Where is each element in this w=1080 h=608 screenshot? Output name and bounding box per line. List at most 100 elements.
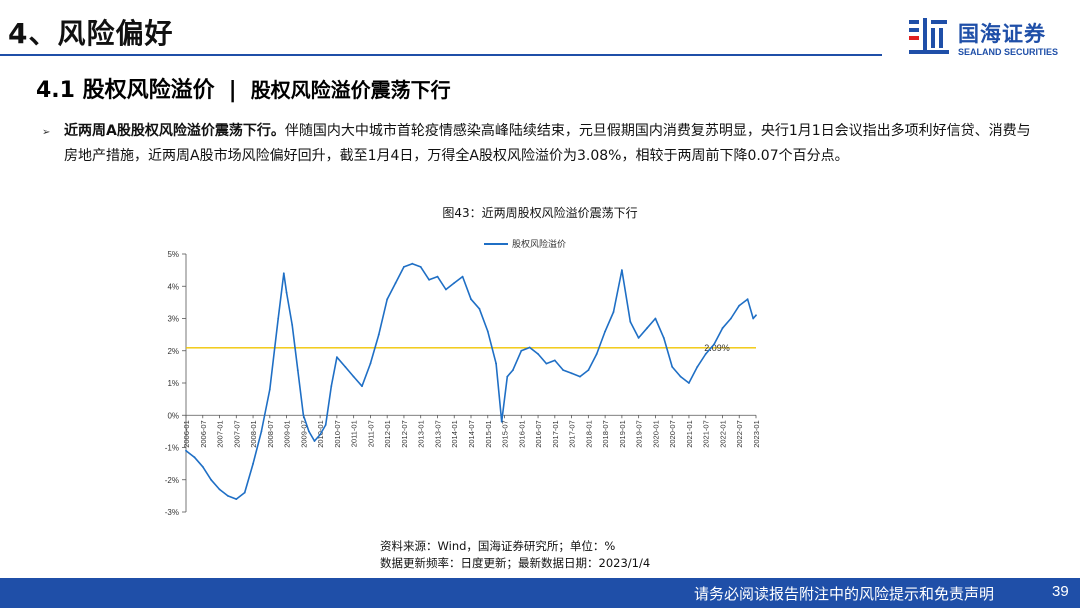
y-tick-label: 1% (167, 379, 179, 388)
series-point (520, 349, 523, 352)
legend: 股权风险溢价 (484, 238, 566, 250)
series-point (324, 424, 327, 426)
series-point (738, 304, 741, 307)
x-tick-label: 2018-01 (584, 420, 593, 448)
x-tick-label: 2017-07 (568, 420, 577, 448)
series-point (478, 307, 481, 310)
series-point (445, 288, 447, 291)
subtitle: 4.1 股权风险溢价 | 股权风险溢价震荡下行 (36, 72, 451, 104)
series-points (185, 262, 757, 500)
series-point (461, 275, 464, 278)
series-point (537, 353, 539, 355)
x-tick-label: 2022-07 (735, 420, 744, 448)
page-number: 39 (1052, 583, 1069, 600)
series-point (361, 385, 363, 388)
series-point (436, 275, 439, 278)
x-tick-label: 2010-07 (333, 420, 342, 448)
series-point (696, 366, 699, 368)
x-tick-label: 2022-01 (718, 420, 727, 448)
series-point (218, 488, 221, 491)
series-point (752, 317, 755, 320)
bullet-lead: 近两周A股股权风险溢价震荡下行。 (64, 123, 285, 139)
series-point (512, 369, 514, 371)
series-point (562, 369, 565, 371)
x-tick-label: 2015-07 (501, 420, 510, 448)
subtitle-number: 4.1 股权风险溢价 (36, 78, 215, 103)
y-tick-label: 5% (167, 250, 179, 259)
series-point (730, 317, 732, 320)
series-point (506, 375, 509, 378)
logo-english-name: SEALAND SECURITIES (958, 47, 1059, 57)
x-tick-label: 2013-07 (433, 420, 442, 448)
y-tick-label: 4% (167, 282, 179, 291)
series-point (252, 462, 254, 465)
series-point (260, 430, 263, 433)
series-point (500, 420, 503, 423)
series-point (612, 311, 615, 313)
footer-disclaimer: 请务必阅读报告附注中的风险提示和免责声明 (694, 585, 995, 603)
series-point (193, 456, 196, 459)
x-tick-label: 2009-01 (283, 420, 292, 448)
series-point (545, 362, 548, 365)
series-point (579, 375, 581, 378)
logo: 国海证券 SEALAND SECURITIES (906, 14, 1076, 60)
source-line-2: 数据更新频率：日度更新；最新数据日期：2023/1/4 (380, 556, 651, 570)
series-point (377, 333, 380, 336)
source-line-1: 资料来源：Wind，国海证券研究所；单位：% (380, 539, 616, 553)
x-tick-label: 2011-07 (366, 420, 375, 447)
series-point (313, 440, 316, 442)
series-point (470, 298, 472, 301)
series-point (268, 388, 271, 391)
series-point (235, 498, 238, 500)
series-point (227, 495, 229, 497)
x-tick-label: 2008-07 (266, 420, 275, 448)
x-tick-label: 2009-07 (299, 420, 308, 448)
y-tick-label: -2% (165, 476, 179, 485)
x-tick-label: 2019-01 (618, 420, 627, 448)
series-point (291, 324, 294, 326)
x-tick-label: 2018-07 (601, 420, 610, 448)
series-point (595, 353, 598, 355)
series-point (285, 291, 288, 294)
series-point (654, 317, 657, 320)
series-point (746, 298, 749, 301)
series-point (428, 278, 430, 281)
legend-label: 股权风险溢价 (512, 238, 566, 250)
series-point (713, 343, 715, 346)
series-point (296, 369, 299, 371)
series-point (185, 449, 187, 452)
bullet-arrow-icon: ➢ (42, 127, 51, 138)
x-tick-label: 2015-01 (484, 420, 493, 448)
series-point (308, 430, 310, 433)
x-tick-label: 2016-01 (517, 420, 526, 448)
series-point (486, 330, 489, 333)
y-axis: -3% -2% -1% 0% 1% 2% 3% 4% 5% (165, 250, 187, 517)
x-tick-label: 2011-01 (350, 420, 359, 447)
series-point (662, 337, 665, 339)
x-tick-label: 2019-07 (635, 420, 644, 448)
series-point (570, 372, 573, 375)
series-point (604, 330, 606, 333)
y-tick-label: 0% (167, 411, 179, 420)
series-point (704, 353, 707, 355)
x-tick-label: 2013-01 (417, 420, 426, 448)
series-point (352, 375, 355, 378)
header-rule (0, 54, 882, 56)
figure-title: 图43：近两周股权风险溢价震荡下行 (442, 206, 638, 220)
series-point (688, 382, 690, 384)
bullet-paragraph: 近两周A股股权风险溢价震荡下行。伴随国内大中城市首轮疫情感染高峰陆续结束，元旦假… (64, 119, 1032, 169)
x-tick-label: 2021-01 (685, 420, 694, 448)
series-point (637, 337, 640, 339)
series-point (302, 414, 305, 417)
x-tick-label: 2020-01 (651, 420, 660, 448)
series-point (621, 269, 623, 271)
x-axis: 2006-01 2006-07 2007-01 2007-07 2008-01 2008-… (182, 414, 761, 448)
x-tick-label: 2020-07 (668, 420, 677, 448)
x-tick-label: 2007-07 (232, 420, 241, 448)
source-note: 资料来源：Wind，国海证券研究所；单位：% 数据更新频率：日度更新；最新数据日… (380, 538, 650, 572)
x-tick-label: 2021-07 (702, 420, 711, 448)
x-tick-label: 2007-01 (216, 420, 225, 448)
x-tick-label: 2006-01 (182, 420, 191, 448)
sealand-logo-icon (909, 18, 949, 54)
series-point (646, 327, 648, 330)
